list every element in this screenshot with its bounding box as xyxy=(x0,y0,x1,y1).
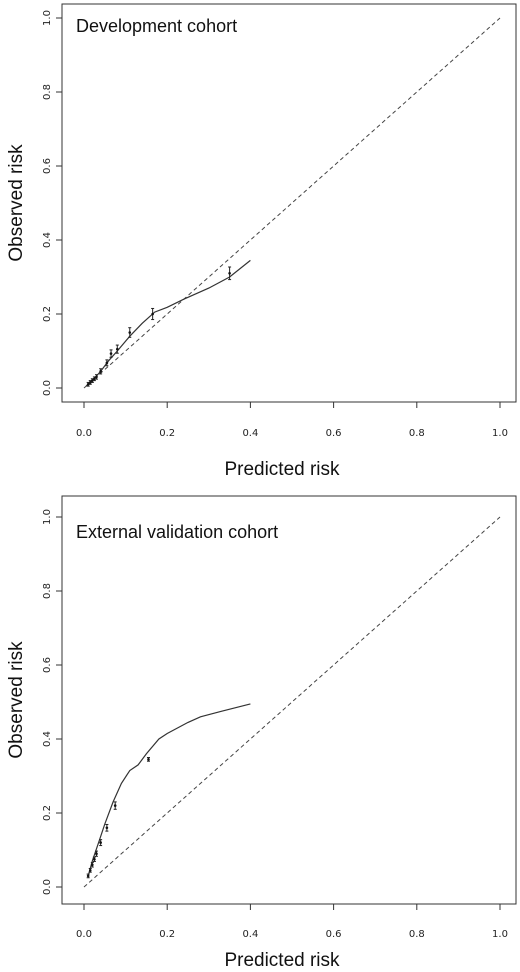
panel-label: Development cohort xyxy=(76,16,237,36)
y-tick-label: 0.0 xyxy=(42,380,53,396)
data-point xyxy=(147,758,150,761)
y-tick-label: 0.8 xyxy=(42,583,53,599)
data-point xyxy=(228,272,231,275)
x-tick-label: 0.4 xyxy=(242,428,258,439)
data-point xyxy=(115,347,119,351)
x-tick-label: 1.0 xyxy=(492,428,508,439)
data-point xyxy=(105,361,109,365)
x-axis-title: Predicted risk xyxy=(224,950,340,971)
data-point xyxy=(91,379,94,382)
calibration-panel-1: 0.0 0.2 0.4 0.6 0.8 1.0 0.0 0.2 0.4 0.6 0.8 1.0 Pred… xyxy=(6,3,517,480)
y-axis-title: Observed risk xyxy=(6,144,27,262)
data-point xyxy=(86,383,90,386)
y-axis: 0.0 0.2 0.4 0.6 0.8 1.0 xyxy=(42,509,62,895)
x-tick-label: 0.0 xyxy=(76,929,92,940)
x-axis-title: Predicted risk xyxy=(224,459,340,480)
plot-frame xyxy=(61,3,517,403)
data-point xyxy=(151,312,154,316)
data-point xyxy=(113,804,117,807)
y-tick-label: 0.4 xyxy=(42,232,53,248)
data-point xyxy=(95,852,98,855)
data-point xyxy=(105,826,109,830)
data-point xyxy=(95,375,98,379)
x-tick-label: 0.8 xyxy=(409,929,425,940)
data-point xyxy=(93,857,96,861)
y-tick-label: 0.6 xyxy=(42,158,53,174)
y-tick-label: 0.0 xyxy=(42,879,53,895)
data-point xyxy=(99,370,102,373)
x-tick-label: 0.6 xyxy=(326,428,342,439)
x-tick-label: 0.2 xyxy=(159,929,175,940)
y-tick-label: 1.0 xyxy=(42,509,53,525)
y-axis: 0.0 0.2 0.4 0.6 0.8 1.0 xyxy=(42,10,62,396)
error-bars xyxy=(86,757,150,879)
data-point xyxy=(91,863,94,867)
data-point xyxy=(88,381,92,384)
y-tick-label: 1.0 xyxy=(42,10,53,26)
plot-frame xyxy=(61,495,517,905)
calibration-curve xyxy=(87,703,251,877)
x-tick-label: 0.4 xyxy=(242,929,258,940)
data-point xyxy=(128,331,132,334)
x-tick-label: 0.8 xyxy=(409,428,425,439)
x-tick-label: 0.0 xyxy=(76,428,92,439)
x-tick-label: 1.0 xyxy=(492,929,508,940)
x-axis: 0.0 0.2 0.4 0.6 0.8 1.0 xyxy=(76,402,508,439)
y-axis-title: Observed risk xyxy=(6,641,27,759)
y-tick-label: 0.2 xyxy=(42,805,53,821)
calibration-panel-2: 0.0 0.2 0.4 0.6 0.8 1.0 0.0 0.2 0.4 0.6 0.8 1.0 Pred… xyxy=(6,495,517,971)
data-point xyxy=(109,352,113,355)
data-point xyxy=(86,874,90,878)
error-bars xyxy=(86,266,232,387)
reference-diagonal-line xyxy=(83,17,501,389)
y-tick-label: 0.6 xyxy=(42,657,53,673)
data-point xyxy=(99,841,102,844)
x-tick-label: 0.6 xyxy=(326,929,342,940)
y-tick-label: 0.2 xyxy=(42,306,53,322)
data-point xyxy=(88,869,92,872)
reference-diagonal-line xyxy=(83,516,501,888)
x-axis: 0.0 0.2 0.4 0.6 0.8 1.0 xyxy=(76,904,508,940)
y-tick-label: 0.4 xyxy=(42,731,53,747)
calibration-curve xyxy=(85,259,251,387)
y-tick-label: 0.8 xyxy=(42,84,53,100)
x-tick-label: 0.2 xyxy=(159,428,175,439)
panel-label: External validation cohort xyxy=(76,522,278,542)
